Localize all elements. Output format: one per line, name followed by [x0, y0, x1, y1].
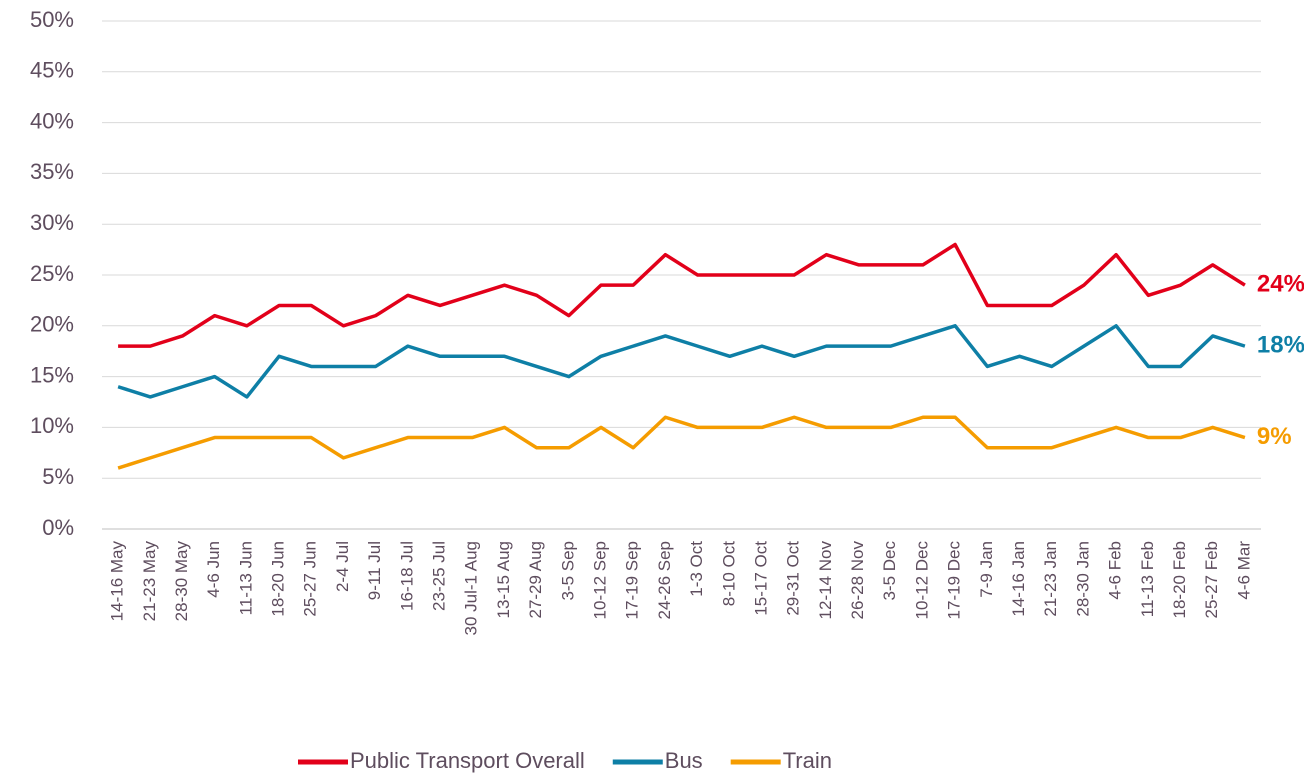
legend-label: Public Transport Overall [350, 748, 585, 773]
x-tick-label: 23-25 Jul [430, 541, 449, 611]
x-tick-label: 21-23 Jan [1041, 541, 1060, 617]
y-tick-label: 35% [30, 159, 74, 184]
x-tick-label: 3-5 Dec [880, 541, 899, 601]
y-tick-label: 5% [42, 464, 74, 489]
x-tick-label: 29-31 Oct [784, 541, 803, 616]
y-tick-label: 20% [30, 312, 74, 337]
x-tick-label: 11-13 Feb [1138, 541, 1157, 617]
x-tick-label: 12-14 Nov [816, 541, 835, 620]
x-tick-label: 4-6 Jun [204, 541, 223, 598]
x-tick-label: 11-13 Jun [236, 541, 255, 615]
x-tick-label: 10-12 Dec [912, 541, 931, 620]
series-line [117, 324, 1246, 399]
x-tick-label: 18-20 Feb [1170, 541, 1189, 619]
x-tick-label: 27-29 Aug [526, 541, 545, 619]
x-tick-label: 28-30 Jan [1073, 541, 1092, 617]
legend-label: Bus [665, 748, 703, 773]
x-tick-label: 14-16 May [108, 541, 127, 622]
x-tick-label: 3-5 Sep [558, 541, 577, 601]
series-line [117, 415, 1246, 470]
x-tick-label: 9-11 Jul [365, 541, 384, 600]
x-tick-label: 21-23 May [140, 541, 159, 622]
end-label: 24% [1257, 271, 1304, 298]
y-tick-label: 10% [30, 413, 74, 438]
x-tick-label: 2-4 Jul [333, 541, 352, 592]
x-tick-label: 1-3 Oct [687, 541, 706, 597]
end-label: 9% [1257, 423, 1292, 450]
y-tick-label: 15% [30, 362, 74, 387]
x-tick-label: 25-27 Feb [1202, 541, 1221, 619]
y-tick-label: 30% [30, 210, 74, 235]
x-tick-label: 8-10 Oct [719, 541, 738, 606]
y-tick-label: 50% [30, 7, 74, 32]
x-tick-label: 10-12 Sep [590, 541, 609, 619]
y-tick-label: 40% [30, 108, 74, 133]
x-tick-label: 18-20 Jun [269, 541, 288, 617]
x-tick-label: 30 Jul-1 Aug [462, 541, 481, 636]
x-tick-label: 28-30 May [172, 541, 191, 622]
y-tick-label: 45% [30, 58, 74, 83]
x-tick-label: 16-18 Jul [397, 541, 416, 611]
y-tick-label: 25% [30, 261, 74, 286]
x-tick-label: 26-28 Nov [848, 541, 867, 620]
x-tick-label: 13-15 Aug [494, 541, 513, 619]
x-tick-label: 24-26 Sep [655, 541, 674, 619]
x-tick-label: 15-17 Oct [751, 541, 770, 616]
x-tick-label: 14-16 Jan [1009, 541, 1028, 617]
x-tick-label: 7-9 Jan [977, 541, 996, 598]
legend-label: Train [783, 748, 832, 773]
x-tick-label: 17-19 Dec [945, 541, 964, 620]
x-tick-label: 25-27 Jun [301, 541, 320, 617]
end-label: 18% [1257, 331, 1304, 358]
x-tick-label: 4-6 Feb [1106, 541, 1125, 600]
x-tick-label: 17-19 Sep [623, 541, 642, 619]
series-line [118, 242, 1246, 348]
x-tick-label: 4-6 Mar [1234, 541, 1253, 600]
y-tick-label: 0% [42, 515, 74, 540]
